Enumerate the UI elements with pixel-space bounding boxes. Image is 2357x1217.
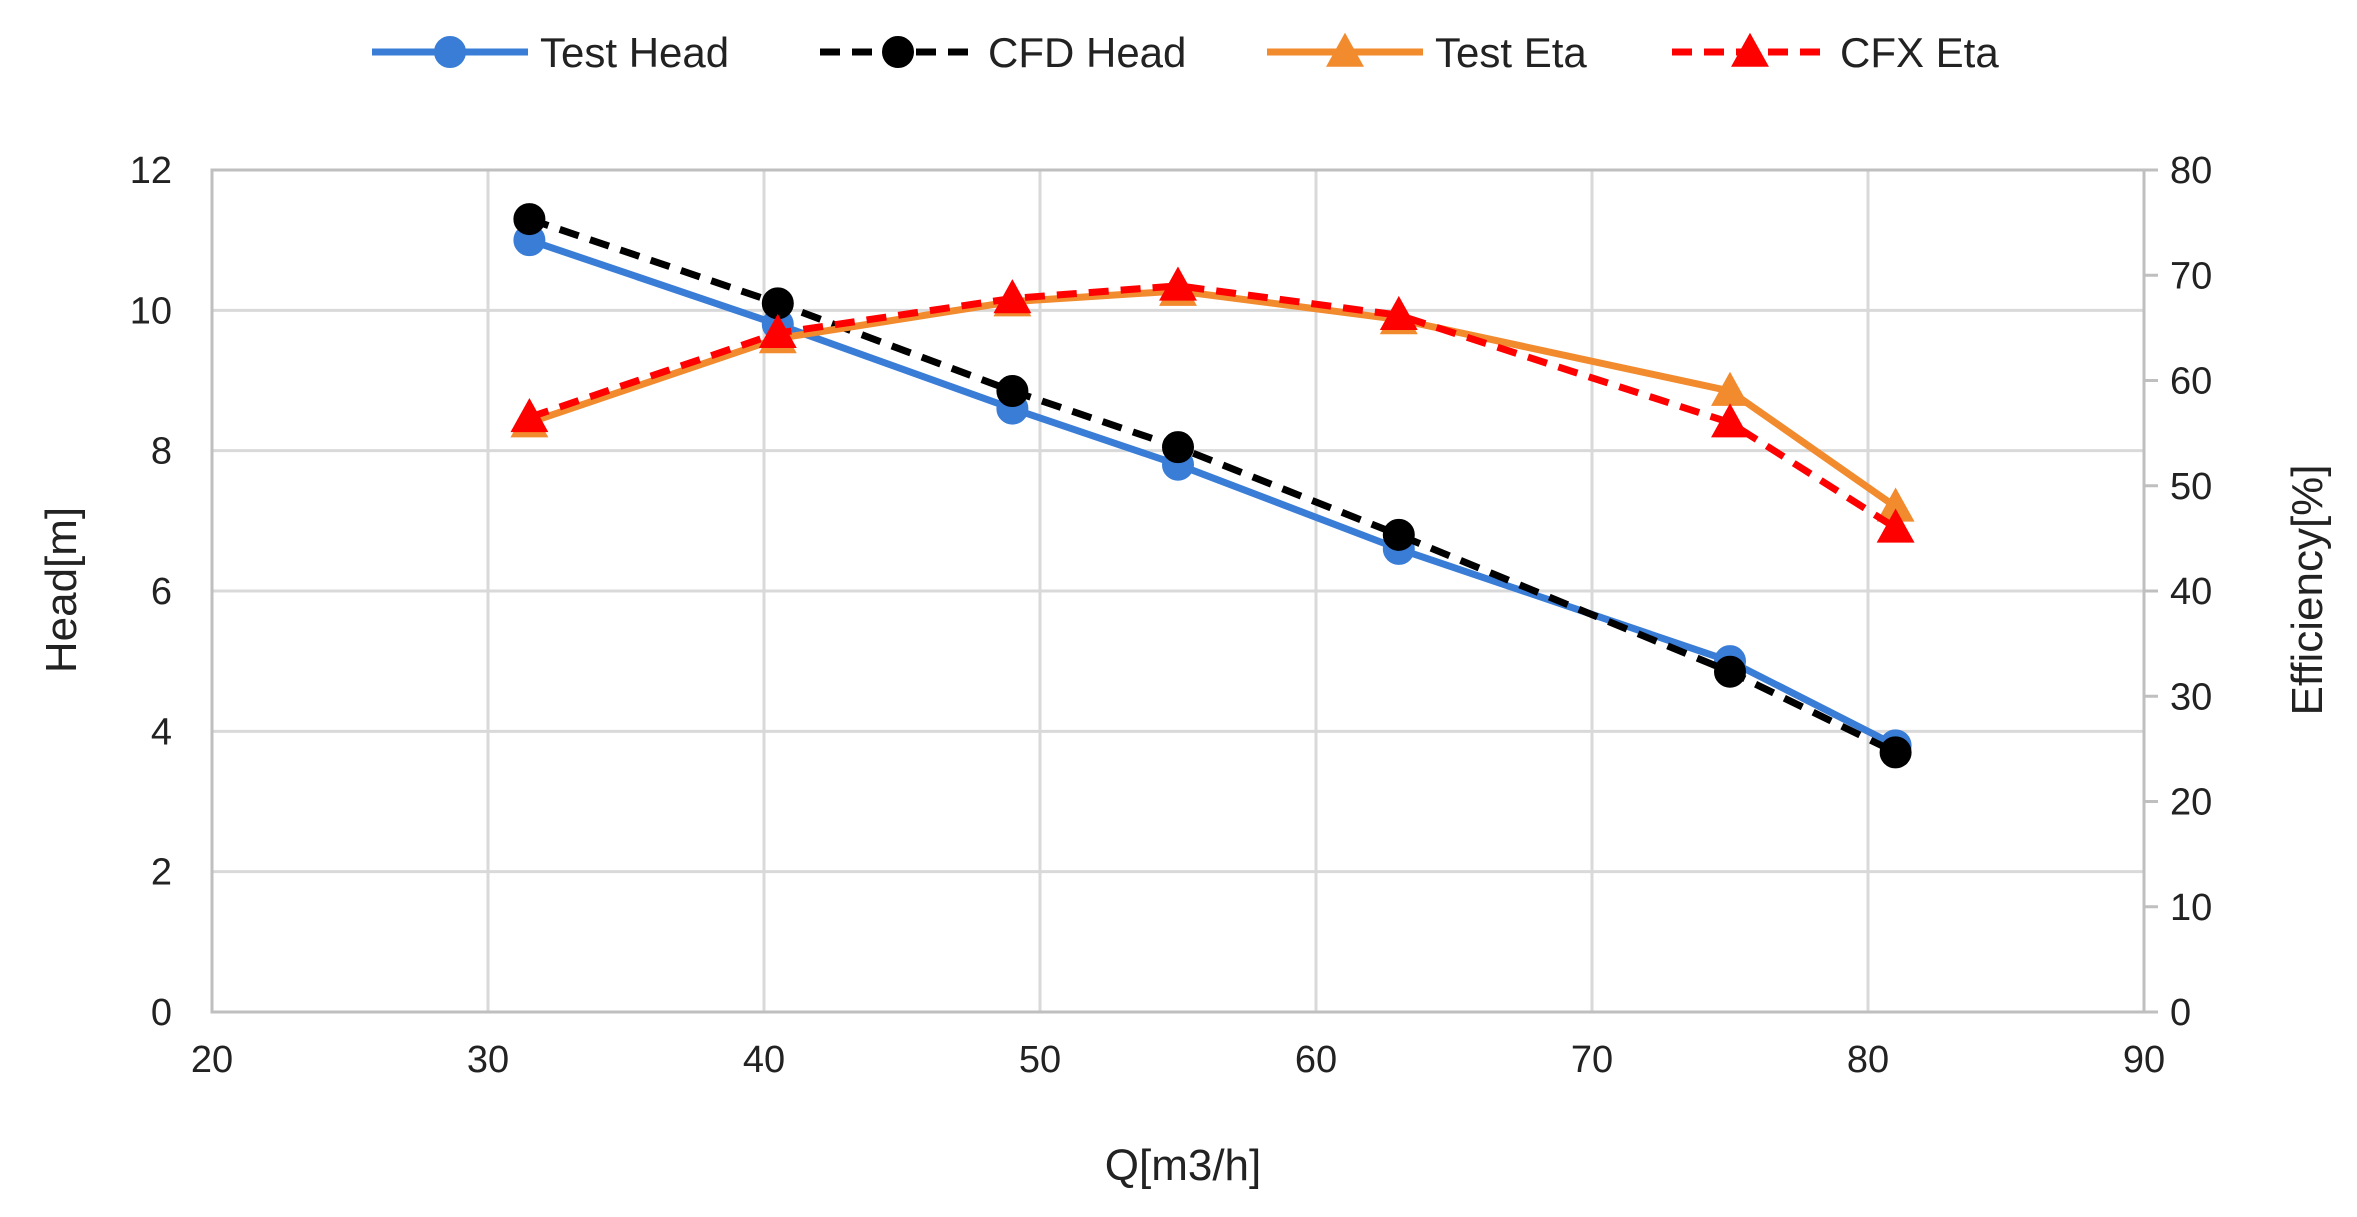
y-right-tick-label: 60 bbox=[2170, 361, 2212, 403]
y-right-tick-label: 40 bbox=[2170, 571, 2212, 613]
legend-item: Test Eta bbox=[1267, 29, 1587, 76]
data-point bbox=[1876, 508, 1915, 543]
y-axis-right: 0 10 20 30 40 50 60 70 80 bbox=[2144, 150, 2212, 1034]
data-point bbox=[758, 313, 797, 348]
y-left-tick-label: 2 bbox=[151, 852, 172, 894]
data-point bbox=[1382, 518, 1415, 551]
y-axis-left: 0 2 4 6 8 10 12 bbox=[130, 150, 172, 1034]
series-line bbox=[528, 236, 1898, 749]
data-point bbox=[1714, 655, 1746, 688]
y-right-tick-label: 0 bbox=[2170, 992, 2191, 1034]
data-point bbox=[510, 398, 549, 433]
series-line bbox=[528, 215, 1898, 756]
series-line bbox=[528, 282, 1898, 531]
y-right-tick-label: 10 bbox=[2170, 887, 2212, 929]
legend-label: CFD Head bbox=[988, 29, 1186, 76]
legend-label: CFX Eta bbox=[1840, 29, 1999, 76]
x-tick-label: 80 bbox=[1847, 1039, 1889, 1081]
y-axis-left-title: Head[m] bbox=[37, 507, 86, 673]
data-point bbox=[1159, 266, 1197, 301]
series-layer bbox=[510, 203, 1915, 769]
x-tick-label: 70 bbox=[1571, 1039, 1613, 1081]
y-axis-right-title: Efficiency[%] bbox=[2283, 464, 2332, 715]
y-left-tick-label: 10 bbox=[130, 290, 172, 332]
data-point bbox=[1711, 403, 1749, 438]
data-point bbox=[513, 203, 546, 236]
x-tick-label: 30 bbox=[467, 1039, 509, 1081]
x-axis: 20 30 40 50 60 70 80 90 bbox=[191, 1039, 2165, 1081]
y-left-tick-label: 6 bbox=[151, 571, 172, 613]
x-tick-label: 60 bbox=[1295, 1039, 1337, 1081]
series-cfx-eta bbox=[510, 266, 1915, 543]
legend-label: Test Head bbox=[540, 29, 729, 76]
data-point bbox=[1379, 295, 1418, 331]
x-tick-label: 50 bbox=[1019, 1039, 1061, 1081]
x-tick-label: 20 bbox=[191, 1039, 233, 1081]
series-cfd-head bbox=[513, 203, 1912, 769]
data-point bbox=[993, 279, 1032, 314]
series-test-head bbox=[513, 224, 1912, 762]
data-point bbox=[996, 375, 1029, 408]
legend-marker bbox=[882, 36, 914, 68]
y-right-tick-label: 20 bbox=[2170, 782, 2212, 824]
legend-marker bbox=[1731, 32, 1769, 67]
y-right-tick-label: 30 bbox=[2170, 676, 2212, 718]
data-point bbox=[761, 287, 794, 320]
legend: Test Head CFD Head Test Eta CFX Eta bbox=[372, 29, 1999, 76]
x-axis-title: Q[m3/h] bbox=[1105, 1141, 1262, 1190]
legend-item: Test Head bbox=[372, 29, 729, 76]
legend-label: Test Eta bbox=[1435, 29, 1587, 76]
y-left-tick-label: 0 bbox=[151, 992, 172, 1034]
x-tick-label: 40 bbox=[743, 1039, 785, 1081]
legend-item: CFD Head bbox=[820, 29, 1186, 76]
y-left-tick-label: 12 bbox=[130, 150, 172, 192]
legend-marker bbox=[434, 36, 466, 68]
y-right-tick-label: 70 bbox=[2170, 255, 2212, 297]
y-right-tick-label: 80 bbox=[2170, 150, 2212, 192]
data-point bbox=[1162, 431, 1194, 464]
y-right-tick-label: 50 bbox=[2170, 466, 2212, 508]
y-left-tick-label: 4 bbox=[151, 711, 172, 753]
x-tick-label: 90 bbox=[2123, 1039, 2165, 1081]
y-left-tick-label: 8 bbox=[151, 431, 172, 473]
legend-item: CFX Eta bbox=[1672, 29, 1999, 76]
data-point bbox=[1879, 736, 1912, 769]
legend-marker bbox=[1326, 32, 1364, 67]
